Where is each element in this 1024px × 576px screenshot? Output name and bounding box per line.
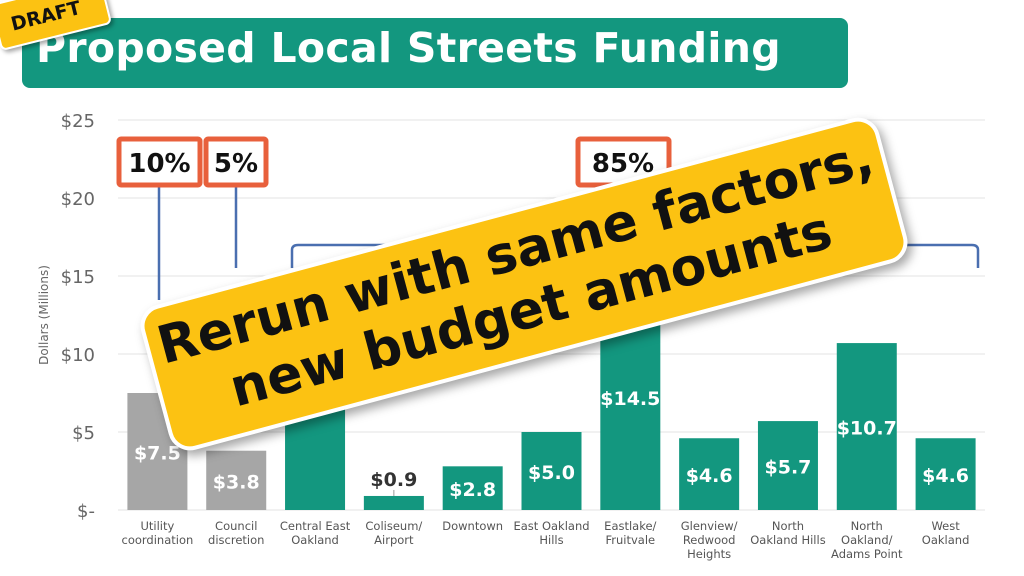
x-tick-label: West [931, 519, 960, 533]
pct-council: 5% [214, 149, 258, 179]
bar [363, 495, 424, 510]
bar [442, 466, 503, 510]
draft-label: DRAFT [8, 0, 84, 36]
annotations: 10% 5% 85% [116, 136, 980, 300]
data-label: $10.7 [837, 418, 897, 440]
pct-box-utility [116, 136, 203, 188]
data-label: $4.6 [922, 465, 969, 487]
x-tick-label: Glenview/ [681, 519, 738, 533]
data-label: $3.8 [213, 471, 260, 493]
bar [521, 432, 582, 510]
x-tick-label: Oakland/ [841, 533, 893, 547]
x-tick-label: Fruitvale [606, 533, 656, 547]
x-tick-label: Airport [374, 533, 414, 547]
bar [757, 421, 818, 510]
x-tick-label: Utility [140, 519, 174, 533]
data-label: $7.5 [134, 443, 181, 465]
data-label: $2.8 [449, 479, 496, 501]
x-tick-label: North [851, 519, 883, 533]
data-label: $5.0 [528, 462, 575, 484]
x-tick-label: Eastlake/ [604, 519, 656, 533]
y-tick-label: $- [77, 501, 95, 522]
page-title: Proposed Local Streets Funding [36, 24, 781, 72]
pct-box-council [203, 136, 269, 188]
y-tick-label: $10 [61, 345, 95, 366]
bar [915, 438, 976, 510]
x-tick-label: Downtown [442, 519, 503, 533]
y-tick-label: $15 [61, 267, 95, 288]
data-label: $14.5 [600, 388, 660, 410]
y-tick-label: $25 [61, 111, 95, 132]
title-bar: Proposed Local Streets Funding [22, 18, 848, 88]
x-tick-label: Redwood [683, 533, 736, 547]
x-tick-label: Council [215, 519, 257, 533]
data-label: $4.6 [686, 465, 733, 487]
data-label: $5.7 [765, 457, 812, 479]
x-tick-label: Hills [539, 533, 563, 547]
y-tick-label: $20 [61, 189, 95, 210]
x-tick-label: Heights [687, 547, 731, 561]
x-tick-label: East Oakland [513, 519, 589, 533]
x-tick-label: Oakland [291, 533, 339, 547]
bar [679, 438, 740, 510]
x-tick-label: Oakland Hills [750, 533, 825, 547]
x-tick-label: Coliseum/ [365, 519, 422, 533]
x-tick-label: coordination [122, 533, 194, 547]
x-tick-label: Adams Point [831, 547, 903, 561]
x-tick-label: Oakland [922, 533, 970, 547]
y-axis-label: Dollars (Millions) [37, 265, 51, 365]
pct-utility: 10% [128, 149, 190, 179]
y-tick-label: $5 [72, 423, 95, 444]
data-label: $0.9 [370, 469, 417, 491]
x-tick-label: Central East [280, 519, 351, 533]
y-axis-ticks: $- $5 $10 $15 $20 $25 [61, 111, 95, 522]
x-tick-label: discretion [208, 533, 264, 547]
bar [206, 450, 267, 510]
x-tick-label: North [772, 519, 804, 533]
bar [836, 343, 897, 510]
